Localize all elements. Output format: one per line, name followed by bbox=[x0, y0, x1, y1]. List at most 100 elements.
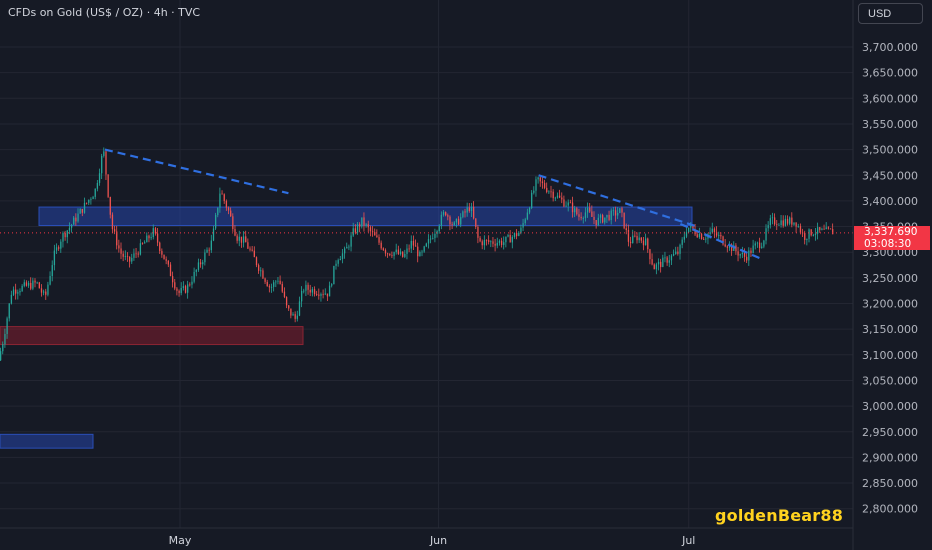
candle-body bbox=[666, 257, 668, 263]
candle-body bbox=[232, 216, 234, 230]
candle-body bbox=[470, 206, 473, 212]
time-axis[interactable]: May Jun Jul bbox=[169, 534, 696, 547]
currency-button[interactable]: USD bbox=[858, 3, 923, 24]
candle-body bbox=[810, 229, 812, 236]
candle-body bbox=[94, 188, 96, 197]
candle-body bbox=[395, 249, 397, 253]
candle-body bbox=[283, 291, 286, 297]
candle-body bbox=[122, 253, 124, 257]
candle-body bbox=[90, 199, 92, 200]
candle-body bbox=[516, 232, 518, 236]
trendline bbox=[538, 174, 698, 228]
candle-body bbox=[445, 212, 447, 216]
candle-body bbox=[778, 225, 780, 226]
candle-body bbox=[387, 253, 389, 255]
candle-body bbox=[62, 233, 64, 242]
candle-body bbox=[350, 235, 352, 247]
candle-body bbox=[419, 252, 421, 257]
candle-body bbox=[19, 290, 21, 293]
candle-body bbox=[812, 234, 814, 236]
candle-body bbox=[389, 253, 391, 256]
candle-body bbox=[307, 284, 309, 290]
candle-body bbox=[328, 285, 331, 297]
candle-body bbox=[322, 294, 324, 295]
y-tick-label: 3,150.000 bbox=[862, 323, 918, 336]
candle-body bbox=[45, 291, 47, 295]
candle-body bbox=[776, 224, 778, 226]
candle-body bbox=[333, 265, 335, 285]
candle-body bbox=[477, 226, 479, 238]
candle-body bbox=[649, 249, 651, 260]
candle-body bbox=[425, 243, 427, 247]
candle-body bbox=[294, 314, 296, 319]
candle-body bbox=[670, 255, 673, 261]
candle-body bbox=[718, 235, 720, 236]
candle-body bbox=[77, 213, 79, 222]
candle-body bbox=[586, 207, 589, 213]
bar-countdown: 03:08:30 bbox=[864, 238, 912, 250]
candle-body bbox=[182, 286, 185, 288]
candle-body bbox=[324, 293, 326, 295]
candle-body bbox=[53, 250, 56, 266]
candle-body bbox=[660, 261, 662, 268]
candle-body bbox=[623, 212, 625, 229]
candle-body bbox=[363, 217, 365, 226]
price-axis[interactable]: 3,700.000 3,650.000 3,600.000 3,550.000 3,50… bbox=[862, 41, 918, 516]
candle-body bbox=[546, 187, 548, 192]
candle-body bbox=[748, 250, 750, 261]
candle-body bbox=[331, 284, 333, 286]
candle-body bbox=[634, 235, 636, 237]
candle-body bbox=[204, 252, 206, 263]
candle-body bbox=[219, 193, 221, 208]
candle-body bbox=[96, 182, 99, 189]
candle-body bbox=[251, 249, 253, 251]
candle-body bbox=[518, 232, 520, 236]
candle-body bbox=[290, 308, 292, 316]
candle-body bbox=[700, 233, 703, 239]
candle-body bbox=[804, 232, 806, 240]
candle-body bbox=[599, 215, 602, 218]
candle-body bbox=[277, 280, 279, 282]
candle-body bbox=[576, 208, 578, 215]
candle-body bbox=[565, 205, 567, 207]
candle-body bbox=[806, 238, 808, 240]
candle-body bbox=[784, 218, 787, 226]
candle-body bbox=[726, 246, 728, 248]
candle-body bbox=[498, 240, 501, 243]
candle-body bbox=[234, 229, 236, 236]
candle-body bbox=[152, 228, 154, 238]
y-tick-label: 3,700.000 bbox=[862, 41, 918, 54]
candle-body bbox=[473, 206, 475, 219]
candle-body bbox=[462, 211, 464, 218]
candle-body bbox=[791, 217, 793, 225]
candle-body bbox=[731, 244, 733, 251]
candle-body bbox=[705, 238, 707, 240]
candle-body bbox=[554, 197, 556, 199]
candle-body bbox=[337, 260, 339, 264]
candle-body bbox=[38, 282, 40, 289]
candle-body bbox=[569, 202, 572, 204]
candle-body bbox=[81, 208, 83, 213]
candle-body bbox=[68, 227, 71, 231]
candle-body bbox=[266, 281, 268, 287]
candle-body bbox=[144, 242, 146, 244]
candle-body bbox=[737, 251, 739, 256]
candle-body bbox=[468, 207, 470, 212]
candle-body bbox=[15, 289, 17, 294]
candle-body bbox=[180, 287, 182, 293]
y-tick-label: 3,000.000 bbox=[862, 400, 918, 413]
candle-body bbox=[208, 249, 210, 251]
candle-body bbox=[715, 232, 718, 236]
candle-body bbox=[344, 248, 346, 254]
candle-body bbox=[303, 290, 305, 292]
candle-body bbox=[199, 262, 202, 265]
candle-body bbox=[270, 286, 273, 288]
candle-body bbox=[679, 244, 681, 254]
candle-body bbox=[475, 218, 477, 227]
candle-body bbox=[404, 253, 406, 257]
candle-body bbox=[528, 208, 531, 213]
candle-body bbox=[662, 257, 664, 268]
candle-body bbox=[608, 214, 610, 221]
candle-body bbox=[485, 240, 488, 241]
